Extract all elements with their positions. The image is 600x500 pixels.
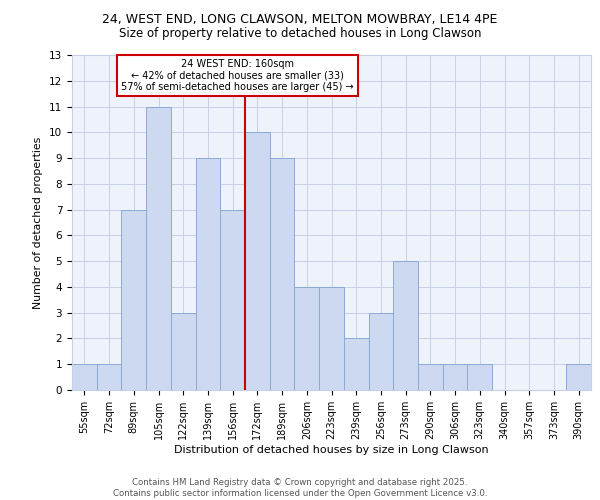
Bar [344,338,368,390]
Bar [393,261,418,390]
Y-axis label: Number of detached properties: Number of detached properties [34,136,43,308]
Bar [467,364,492,390]
Text: Contains HM Land Registry data © Crown copyright and database right 2025.
Contai: Contains HM Land Registry data © Crown c… [113,478,487,498]
Text: 24 WEST END: 160sqm
← 42% of detached houses are smaller (33)
57% of semi-detach: 24 WEST END: 160sqm ← 42% of detached ho… [121,59,354,92]
Bar [121,210,146,390]
Text: 24, WEST END, LONG CLAWSON, MELTON MOWBRAY, LE14 4PE: 24, WEST END, LONG CLAWSON, MELTON MOWBR… [103,12,497,26]
Bar [97,364,121,390]
Bar [295,287,319,390]
X-axis label: Distribution of detached houses by size in Long Clawson: Distribution of detached houses by size … [174,444,489,454]
Bar [171,312,196,390]
Bar [270,158,295,390]
Bar [368,312,393,390]
Bar [245,132,270,390]
Bar [566,364,591,390]
Bar [196,158,220,390]
Bar [319,287,344,390]
Bar [72,364,97,390]
Bar [418,364,443,390]
Bar [146,106,171,390]
Bar [443,364,467,390]
Text: Size of property relative to detached houses in Long Clawson: Size of property relative to detached ho… [119,28,481,40]
Bar [220,210,245,390]
